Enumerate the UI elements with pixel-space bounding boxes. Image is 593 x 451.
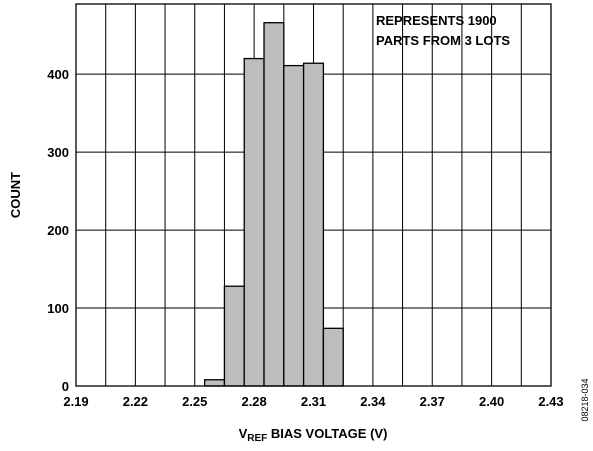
figure-id: 08218-034	[580, 378, 590, 421]
y-tick-label-4: 400	[47, 67, 69, 82]
x-tick-label-0: 2.19	[63, 394, 88, 409]
y-tick-label-1: 100	[47, 301, 69, 316]
histogram-bar-5	[302, 62, 325, 387]
x-axis-label-main: V	[239, 426, 248, 441]
x-tick-labels: 2.19 2.22 2.25 2.28 2.31 2.34 2.37 2.40 2.43	[63, 394, 563, 409]
x-tick-label-6: 2.37	[420, 394, 445, 409]
x-tick-label-1: 2.22	[123, 394, 148, 409]
y-tick-label-3: 300	[47, 145, 69, 160]
x-tick-label-7: 2.40	[479, 394, 504, 409]
plot-frame	[75, 3, 552, 387]
bar-layer	[203, 22, 344, 387]
histogram-bar-1	[223, 285, 245, 387]
x-tick-label-2: 2.25	[182, 394, 207, 409]
x-tick-label-8: 2.43	[538, 394, 563, 409]
x-tick-label-4: 2.31	[301, 394, 326, 409]
histogram-bar-3	[263, 22, 285, 387]
y-axis-label: COUNT	[8, 172, 23, 218]
y-tick-labels: 0 100 200 300 400	[47, 67, 69, 394]
x-axis-label-rest: BIAS VOLTAGE (V)	[267, 426, 387, 441]
y-tick-label-0: 0	[62, 379, 69, 394]
annotation-line-1: REPRESENTS 1900	[376, 13, 497, 28]
x-axis-label: VREF BIAS VOLTAGE (V)	[239, 426, 388, 444]
x-tick-label-3: 2.28	[241, 394, 266, 409]
histogram-bar-0	[203, 379, 226, 387]
x-tick-label-5: 2.34	[360, 394, 386, 409]
histogram-bar-4	[283, 64, 305, 387]
y-tick-label-2: 200	[47, 223, 69, 238]
histogram-bar-2	[243, 57, 265, 387]
histogram-bar-6	[322, 327, 344, 387]
x-axis-label-subscript: REF	[247, 433, 267, 444]
annotation-line-2: PARTS FROM 3 LOTS	[376, 33, 510, 48]
